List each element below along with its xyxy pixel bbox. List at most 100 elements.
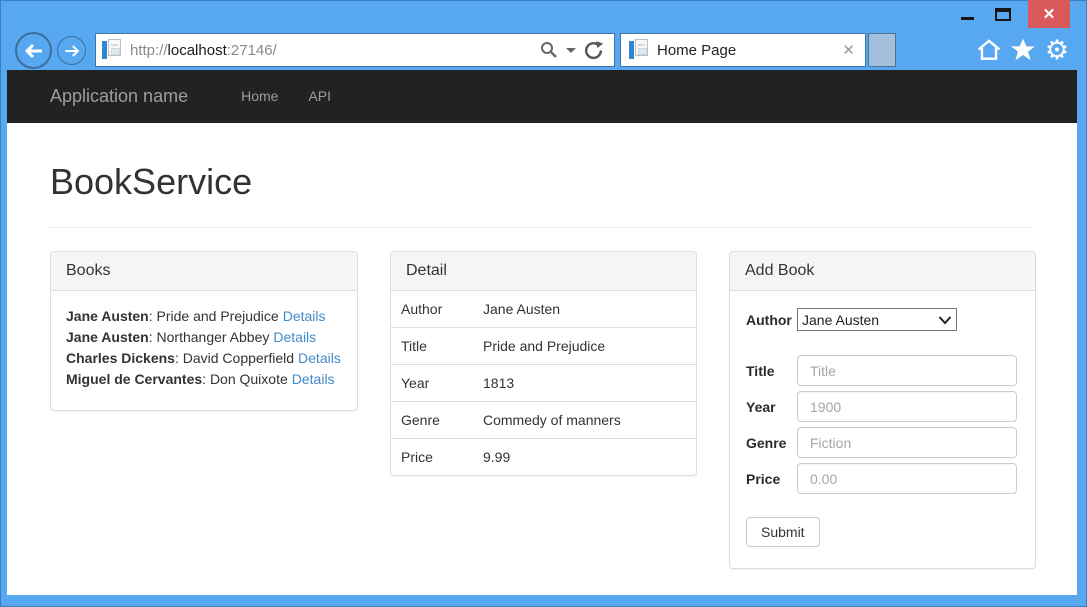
navbar-links: Home API [226, 70, 346, 123]
detail-table: Author Jane Austen Title Pride and Prejudi… [391, 291, 696, 475]
book-separator: : [202, 371, 210, 387]
new-tab-button[interactable] [868, 33, 896, 67]
year-input[interactable] [797, 391, 1017, 422]
book-separator: : [174, 350, 183, 366]
detail-row: Author Jane Austen [391, 291, 696, 327]
refresh-arrowhead [596, 40, 604, 48]
book-author: Charles Dickens [66, 350, 175, 366]
add-book-panel-heading: Add Book [730, 252, 1035, 291]
nav-link-api[interactable]: API [308, 88, 332, 104]
book-details-link[interactable]: Details [291, 371, 335, 387]
page-viewport: Application name Home API BookService Bo… [7, 70, 1077, 595]
submit-button[interactable]: Submit [746, 517, 820, 547]
navbar: Application name Home API [7, 70, 1077, 123]
book-author: Jane Austen [66, 308, 149, 324]
book-list-item: Charles Dickens: David Copperfield Detail… [66, 348, 342, 369]
detail-value: Commedy of manners [483, 412, 621, 428]
book-title: David Copperfield [182, 350, 295, 366]
book-list-item: Jane Austen: Northanger Abbey Details [66, 327, 342, 348]
detail-row: Year 1813 [391, 364, 696, 401]
gear-icon: ⚙ [1044, 34, 1070, 65]
detail-label: Title [401, 338, 427, 354]
address-bar[interactable]: http://localhost:27146/ [95, 33, 615, 67]
genre-input[interactable] [797, 427, 1017, 458]
detail-value: 1813 [483, 375, 515, 391]
detail-value: Pride and Prejudice [483, 338, 606, 354]
genre-label: Genre [746, 434, 787, 451]
search-icon[interactable] [539, 40, 559, 60]
book-details-link[interactable]: Details [298, 350, 341, 366]
page-doc-icon [102, 39, 121, 61]
book-title: Pride and Prejudice [156, 308, 279, 324]
detail-value: 9.99 [483, 449, 511, 465]
tab-title: Home Page [657, 41, 737, 59]
chevron-down-icon [938, 315, 952, 324]
book-details-link[interactable]: Details [282, 308, 326, 324]
detail-row: Price 9.99 [391, 438, 696, 475]
book-details-link[interactable]: Details [273, 329, 317, 345]
author-select-value: Jane Austen [802, 311, 880, 328]
book-title: Northanger Abbey [156, 329, 270, 345]
book-title: Don Quixote [209, 371, 288, 387]
maximize-icon [995, 7, 1011, 21]
price-form-row: Price [746, 463, 1017, 494]
add-book-form: Author Jane Austen Title Year [730, 291, 1035, 568]
minimize-icon [960, 16, 974, 20]
book-list-item: Miguel de Cervantes: Don Quixote Details [66, 369, 342, 390]
forward-button[interactable] [57, 36, 86, 65]
detail-row: Genre Commedy of manners [391, 401, 696, 438]
detail-label: Author [401, 301, 443, 317]
home-icon [977, 39, 1001, 60]
books-panel-heading: Books [51, 252, 357, 291]
home-button[interactable] [976, 37, 1002, 63]
author-select[interactable]: Jane Austen [797, 308, 957, 331]
url-text[interactable]: http://localhost:27146/ [130, 42, 539, 59]
refresh-button[interactable] [583, 40, 604, 61]
book-author: Miguel de Cervantes [66, 371, 203, 387]
book-author: Jane Austen [66, 329, 149, 345]
close-icon: ✕ [1042, 5, 1056, 23]
title-input[interactable] [797, 355, 1017, 386]
detail-label: Year [401, 375, 430, 391]
author-form-row: Author Jane Austen [746, 308, 1017, 331]
page-title: BookService [50, 161, 1031, 228]
detail-value: Jane Austen [483, 301, 561, 317]
url-host: localhost [167, 41, 227, 59]
year-form-row: Year [746, 391, 1017, 422]
author-label: Author [746, 311, 792, 328]
url-port-path: :27146/ [226, 41, 277, 59]
close-window-button[interactable]: ✕ [1028, 0, 1070, 28]
genre-form-row: Genre [746, 427, 1017, 458]
maximize-button[interactable] [988, 0, 1018, 28]
address-dropdown-icon[interactable] [566, 47, 576, 53]
url-scheme: http:// [130, 41, 168, 59]
price-input[interactable] [797, 463, 1017, 494]
favorites-button[interactable] [1010, 37, 1036, 63]
title-label: Title [746, 362, 775, 379]
panels-row: Books Jane Austen: Pride and Prejudice De… [50, 251, 1037, 569]
books-list: Jane Austen: Pride and Prejudice Details … [51, 291, 357, 410]
book-separator: : [148, 329, 157, 345]
nav-link-home[interactable]: Home [241, 88, 279, 104]
detail-label: Genre [401, 412, 440, 428]
tab-home-page[interactable]: Home Page ✕ [620, 33, 866, 67]
title-form-row: Title [746, 355, 1017, 386]
settings-button[interactable]: ⚙ [1044, 34, 1070, 65]
forward-arrow-icon [64, 44, 79, 57]
detail-row: Title Pride and Prejudice [391, 327, 696, 364]
detail-label: Price [401, 449, 433, 465]
navbar-brand[interactable]: Application name [50, 86, 189, 106]
books-panel: Books Jane Austen: Pride and Prejudice De… [50, 251, 358, 411]
book-list-item: Jane Austen: Pride and Prejudice Details [66, 306, 342, 327]
tab-doc-icon [629, 39, 648, 61]
tab-close-icon[interactable]: ✕ [842, 41, 855, 59]
back-button[interactable] [15, 32, 52, 69]
price-label: Price [746, 470, 781, 487]
back-arrow-icon [24, 43, 42, 58]
detail-panel: Detail Author Jane Austen Title Pride and … [390, 251, 697, 476]
minimize-button[interactable] [952, 0, 982, 28]
year-label: Year [746, 398, 776, 415]
page-container: BookService Books Jane Austen: Pride and… [7, 161, 1077, 569]
detail-panel-heading: Detail [391, 252, 696, 291]
